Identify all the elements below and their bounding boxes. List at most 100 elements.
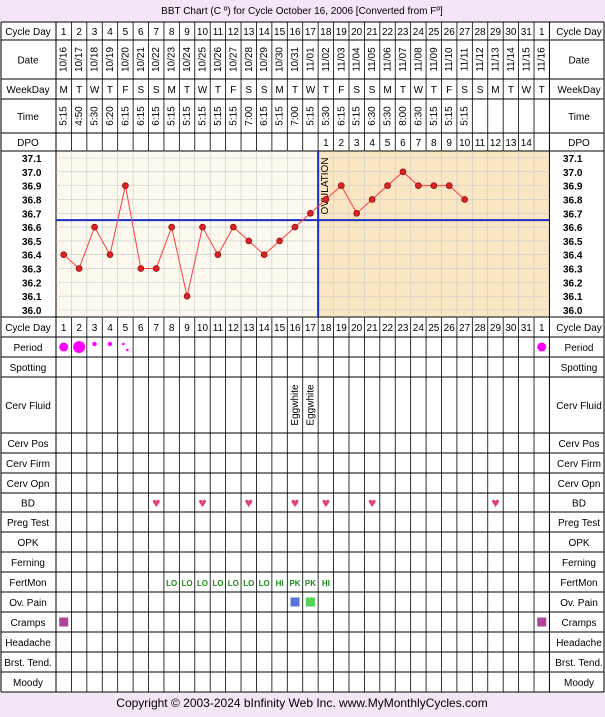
time-label: 7:00 (290, 106, 301, 126)
fertmon-reading: HI (276, 579, 284, 588)
cycle-day-number: 9 (184, 27, 190, 38)
time-label: 5:30 (90, 106, 101, 126)
date-label: 11/04 (352, 47, 363, 72)
cycle-day-number: 6 (138, 27, 144, 38)
y-tick-label: 36.4 (563, 251, 583, 262)
ov-pain-marker (290, 597, 300, 607)
cerv_firm-label: Cerv Firm (6, 459, 50, 470)
temperature-point (214, 251, 222, 259)
y-tick-label: 36.5 (22, 237, 42, 248)
date-label: 11/08 (413, 47, 424, 72)
ferning-label: Ferning (562, 558, 596, 569)
cycle-day-number: 19 (336, 27, 348, 38)
time-label: 6:15 (259, 106, 270, 126)
cycle-day-number: 16 (289, 27, 301, 38)
spotting-label: Spotting (561, 363, 598, 374)
cycle-day-number: 21 (367, 27, 379, 38)
temperature-point (415, 182, 422, 189)
cycle-day-number: 30 (505, 323, 517, 334)
fertmon-reading: PK (305, 579, 316, 588)
date-label: 10/30 (275, 47, 286, 72)
cycle-day-number: 18 (320, 27, 332, 38)
time-label: 5:30 (383, 106, 394, 126)
bd-label: BD (572, 499, 586, 510)
cerv_opn-label: Cerv Opn (7, 479, 50, 490)
period-marker (59, 342, 69, 352)
fertmon-reading: LO (166, 579, 177, 588)
date-label: 11/12 (475, 47, 486, 72)
date-label: 10/21 (136, 47, 147, 72)
y-tick-label: 36.8 (22, 195, 42, 206)
cycle-day-number: 27 (459, 323, 471, 334)
cycle-day-number: 4 (107, 323, 113, 334)
date-label: 10/16 (59, 47, 70, 72)
y-tick-label: 37.0 (22, 168, 42, 179)
date-label: 11/03 (336, 47, 347, 72)
cycle-day-number: 9 (184, 323, 190, 334)
dpo-number: 7 (416, 138, 422, 149)
opk-label: OPK (568, 538, 589, 549)
cerv_fluid-label: Cerv Fluid (5, 401, 51, 412)
cramps-marker (59, 617, 69, 627)
y-tick-label: 36.8 (563, 195, 583, 206)
time-label: 5:15 (182, 106, 193, 126)
cycle-day-number: 16 (289, 323, 301, 334)
dpo-number: 13 (505, 138, 517, 149)
y-tick-label: 37.1 (22, 154, 42, 165)
dpo-number: 6 (400, 138, 406, 149)
cramps-marker (537, 617, 547, 627)
ferning-label: Ferning (11, 558, 45, 569)
fertmon-reading: PK (289, 579, 300, 588)
dpo-number: 10 (459, 138, 471, 149)
date-label: 11/02 (321, 47, 332, 72)
weekday-letter: M (275, 85, 283, 96)
temperature-point (60, 251, 68, 259)
period-marker (537, 342, 547, 352)
weekday-letter: T (76, 85, 82, 96)
temperature-point (337, 182, 345, 189)
date-label: 10/19 (105, 47, 116, 72)
date-label: 10/24 (182, 47, 193, 72)
y-tick-label: 36.5 (563, 237, 583, 248)
cycle-day-number: 5 (123, 323, 129, 334)
temperature-point (75, 265, 83, 272)
cramps-label: Cramps (10, 618, 45, 629)
cycle-day-number: 3 (92, 323, 98, 334)
date-label: 11/14 (506, 47, 517, 72)
period-label: Period (14, 343, 43, 354)
time-label: 6:20 (105, 106, 116, 126)
weekday-letter: T (215, 85, 221, 96)
cycle-day-number: 19 (336, 323, 348, 334)
weekday-letter: F (446, 85, 452, 96)
cycle_day-label: Cycle Day (556, 323, 602, 334)
preg_test-label: Preg Test (558, 518, 600, 529)
cycle-day-number: 20 (351, 27, 363, 38)
cycle-day-number: 1 (61, 27, 67, 38)
cycle-day-number: 24 (413, 323, 425, 334)
preg_test-label: Preg Test (7, 518, 49, 529)
weekday-letter: S (477, 85, 484, 96)
temperature-point (322, 196, 330, 203)
dpo-number: 8 (431, 138, 437, 149)
brst_tend-label: Brst. Tend. (4, 658, 52, 669)
time-label: 5:15 (197, 106, 208, 126)
copyright-footer[interactable]: Copyright © 2003-2024 bInfinity Web Inc.… (116, 696, 487, 710)
temperature-point (307, 209, 314, 217)
weekday-letter: M (383, 85, 391, 96)
y-tick-label: 37.1 (563, 154, 583, 165)
y-tick-label: 36.3 (22, 265, 42, 276)
y-tick-label: 36.7 (563, 209, 583, 220)
cycle-day-number: 31 (521, 27, 533, 38)
date-label: 10/31 (290, 47, 301, 72)
headache-label: Headache (556, 638, 602, 649)
temperature-point (152, 265, 160, 272)
ov-pain-marker (305, 597, 315, 607)
y-tick-label: 36.2 (22, 278, 42, 289)
cycle-day-number: 15 (274, 27, 286, 38)
ov_pain-label: Ov. Pain (560, 598, 598, 609)
luteal-phase-shading (318, 151, 550, 317)
weekday-letter: T (184, 85, 190, 96)
headache-label: Headache (5, 638, 51, 649)
weekday-letter: T (107, 85, 113, 96)
date-label: 11/01 (305, 47, 316, 72)
